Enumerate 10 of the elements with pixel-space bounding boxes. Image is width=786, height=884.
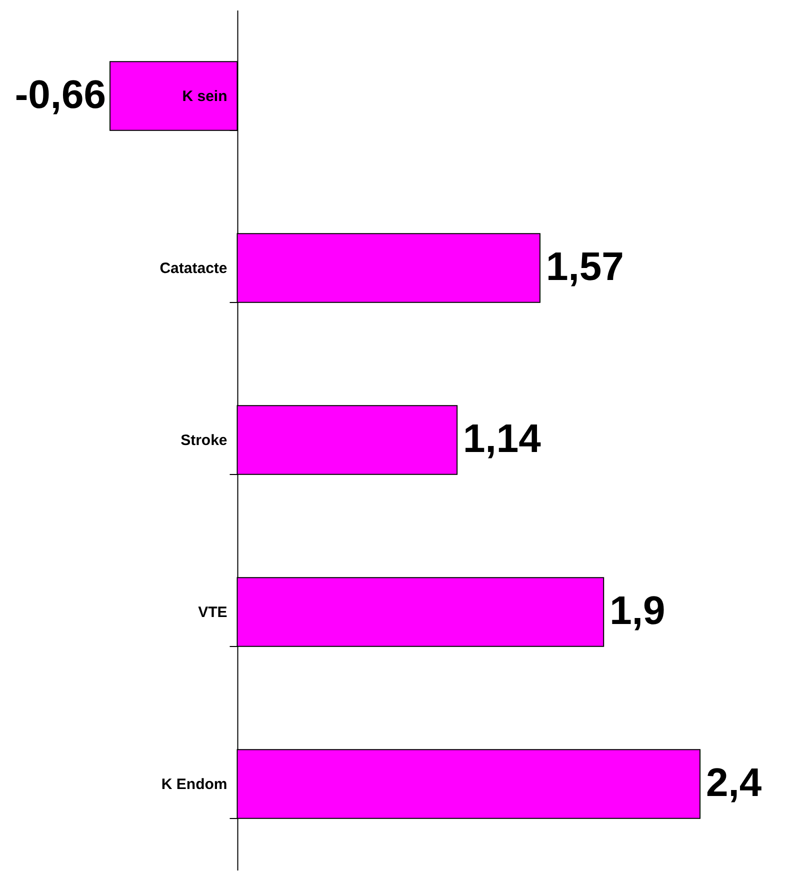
y-tick-label: Stroke (180, 432, 228, 449)
data-label: 1,14 (463, 417, 542, 461)
y-tick-label: K Endom (161, 776, 228, 793)
y-tick-label: K sein (182, 88, 228, 105)
data-label: 2,4 (706, 761, 762, 805)
data-label: -0,66 (14, 73, 106, 117)
data-label: 1,57 (546, 245, 624, 289)
y-tick-label: VTE (198, 604, 228, 621)
y-tick-label: Catatacte (160, 260, 228, 277)
data-label: 1,9 (610, 589, 666, 633)
